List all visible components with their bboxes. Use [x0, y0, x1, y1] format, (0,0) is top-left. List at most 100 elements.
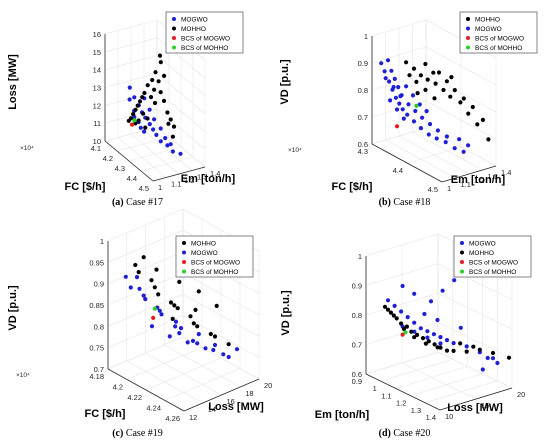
data-point	[195, 341, 200, 346]
z-tick-label: 0.8	[358, 86, 368, 95]
axes	[104, 34, 206, 182]
data-point	[438, 341, 443, 346]
caption-b: (b) Case #18	[378, 197, 431, 208]
y-tick-label: 1.2	[474, 176, 484, 185]
data-point	[452, 88, 457, 93]
x-tick-label: 4.2	[103, 154, 113, 163]
data-point	[404, 324, 409, 329]
data-point	[140, 95, 145, 100]
tick-labels: 4.18 4.2 4.22 4.24 4.26 12 14 16 18 20 0.7 0.75 0.8 0…	[89, 237, 272, 423]
legend-marker	[460, 260, 464, 264]
data-point	[195, 324, 200, 329]
data-points	[123, 255, 240, 360]
x-exponent-label: ×10⁴	[20, 145, 34, 152]
data-point	[404, 84, 409, 89]
x-axis-label: Em [ton/h]	[315, 409, 370, 421]
y-tick-label: 14	[208, 405, 216, 414]
grid-line	[104, 73, 158, 88]
data-point	[170, 149, 175, 154]
data-point	[495, 360, 500, 366]
data-point	[452, 278, 457, 283]
grid-line	[126, 360, 203, 404]
data-point	[391, 84, 396, 90]
grid-line	[182, 294, 260, 337]
grid	[365, 233, 513, 411]
y-tick-label: 15	[481, 401, 489, 410]
data-point	[135, 103, 140, 108]
x-tick-label: 4.4	[127, 174, 137, 183]
data-point	[404, 60, 409, 65]
data-point	[188, 314, 193, 319]
z-tick-label: 11	[93, 119, 101, 128]
series-mogwo	[123, 274, 240, 360]
data-point	[162, 73, 167, 78]
data-point	[161, 98, 167, 103]
x-axis-label: FC [$/h]	[332, 181, 373, 193]
series-bcs-of-mogwo	[129, 122, 135, 127]
data-point	[466, 143, 471, 148]
data-point	[385, 58, 391, 63]
data-point	[412, 320, 417, 325]
data-point	[444, 79, 449, 84]
data-point	[178, 326, 184, 331]
data-point	[151, 127, 156, 132]
y-tick-label: 18	[245, 389, 253, 398]
data-point	[178, 151, 183, 156]
data-point	[412, 335, 417, 340]
data-point	[392, 303, 397, 308]
data-point	[137, 99, 143, 104]
data-point	[382, 304, 388, 309]
x-axis-line	[365, 373, 441, 411]
data-point	[434, 136, 439, 141]
z-tick-label: 10	[93, 137, 101, 146]
z-tick-label: 0.6	[352, 370, 362, 379]
y-tick-label: 16	[227, 397, 235, 406]
data-point	[444, 338, 450, 343]
z-tick-label: 13	[93, 84, 101, 93]
data-point	[424, 109, 429, 114]
data-point	[145, 83, 150, 88]
data-point	[441, 87, 446, 93]
data-point	[432, 96, 437, 101]
data-point	[407, 73, 412, 78]
legend: MOGWO MOHHO BCS of MOGWO BCS of MOHHO	[453, 235, 532, 278]
axis-labels: Em [ton/h] Loss [MW] VD [p.u.]	[280, 290, 503, 421]
data-point	[158, 126, 163, 131]
x-axis-label: FC [$/h]	[65, 181, 106, 193]
data-point	[168, 117, 173, 122]
data-point	[423, 61, 428, 67]
grid-line	[371, 19, 427, 37]
y-axis-label: Loss [MW]	[208, 401, 264, 413]
z-axis-label: VD [p.u.]	[7, 285, 19, 331]
data-point	[156, 79, 161, 84]
data-points	[126, 53, 183, 156]
data-point	[486, 137, 491, 142]
data-point	[145, 116, 150, 121]
data-point	[141, 111, 146, 116]
caption-c: (c) Case #19	[112, 428, 163, 439]
grid-line	[156, 55, 206, 96]
data-point	[411, 119, 417, 124]
data-point	[127, 97, 132, 102]
grid-line	[107, 272, 184, 306]
data-point	[506, 355, 512, 360]
data-point	[136, 118, 141, 123]
grid-line	[371, 73, 427, 91]
data-point	[457, 137, 462, 142]
data-point	[400, 107, 405, 112]
grid-line	[156, 108, 206, 150]
x-tick-label: 1.4	[426, 413, 436, 422]
caption-a: (a) Case #17	[111, 197, 164, 208]
data-point	[451, 348, 456, 353]
data-point	[185, 340, 190, 345]
legend-label: BCS of MOHHO	[469, 269, 516, 276]
grid-line	[156, 37, 206, 79]
x-tick-label: 0.9	[352, 377, 362, 386]
legend-marker	[182, 260, 186, 264]
y-tick-label: 1.1	[461, 180, 471, 189]
data-point	[152, 306, 157, 311]
data-point	[226, 342, 231, 347]
data-point	[443, 140, 448, 145]
legend-label: MOHHO	[469, 250, 494, 257]
data-point	[175, 306, 180, 311]
